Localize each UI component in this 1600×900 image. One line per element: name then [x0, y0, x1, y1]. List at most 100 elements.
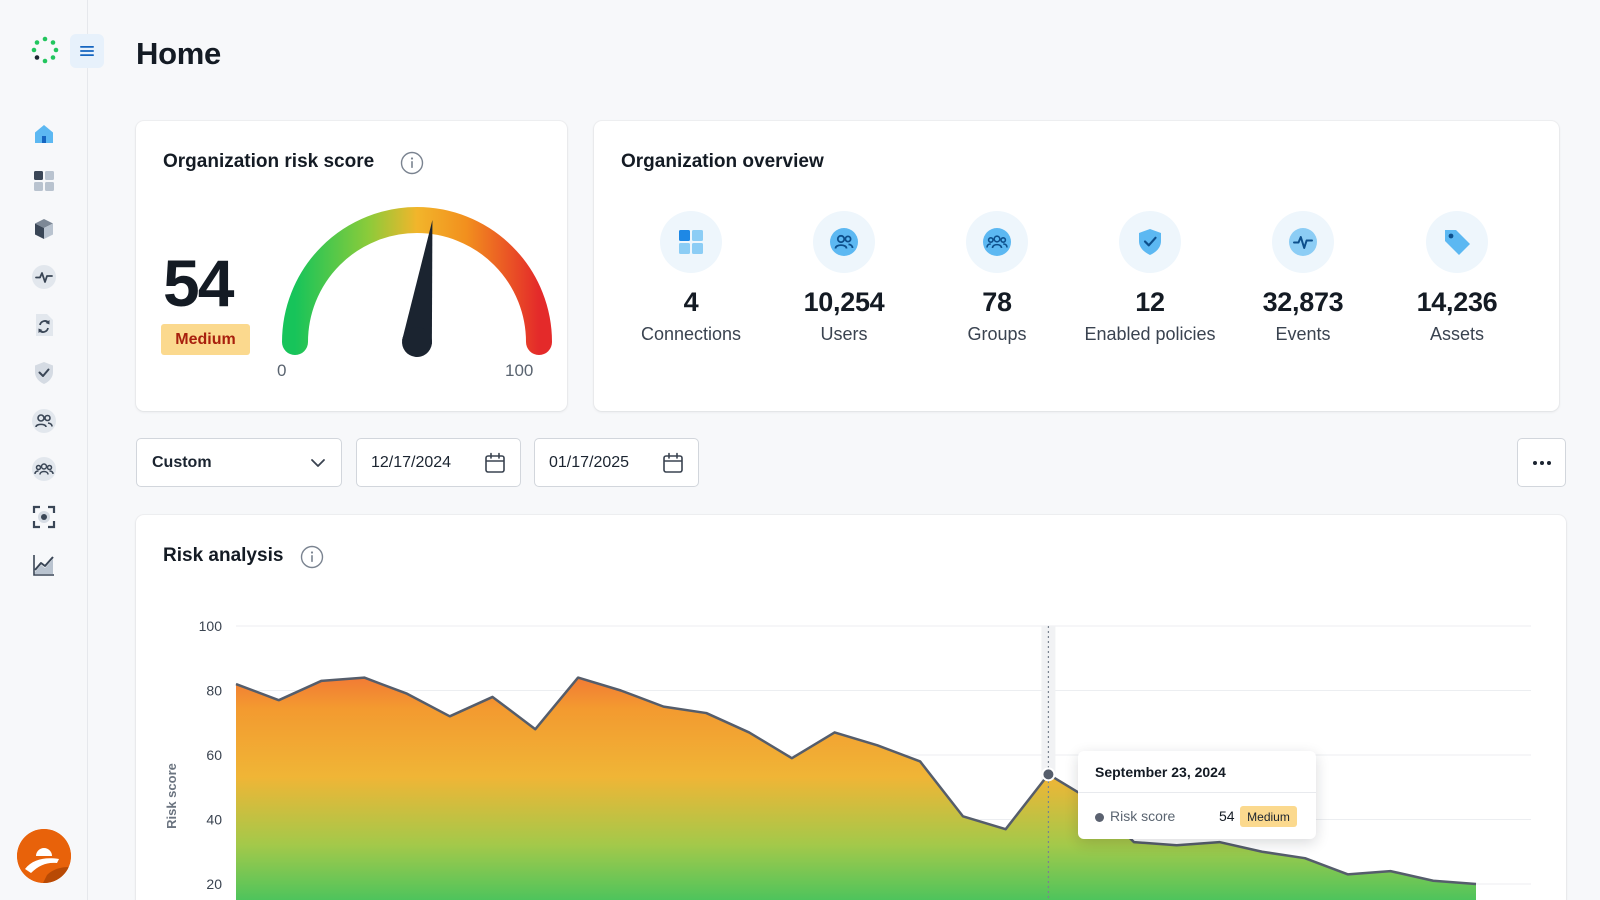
organization-overview-card: Organization overview 4 Connections 10,2…: [594, 121, 1559, 411]
data-point[interactable]: [656, 699, 672, 715]
chart-tooltip: September 23, 2024 Risk score 54 Medium: [1078, 751, 1316, 839]
sidebar-item-assets[interactable]: [28, 213, 60, 245]
data-point[interactable]: [912, 753, 928, 769]
data-point[interactable]: [698, 705, 714, 721]
legend-dot: [1095, 813, 1104, 822]
stat-value: 10,254: [803, 287, 885, 317]
data-point[interactable]: [314, 673, 330, 689]
data-point[interactable]: [784, 750, 800, 766]
tooltip-value: 54: [1219, 808, 1235, 824]
risk-score-card: Organization risk score 54 Medium 0 100: [136, 121, 567, 411]
tooltip-series-label: Risk score: [1110, 808, 1176, 824]
data-point[interactable]: [399, 686, 415, 702]
hamburger-icon: [80, 46, 94, 56]
scan-focus-icon: [32, 505, 56, 529]
cube-icon: [35, 219, 53, 239]
sidebar-item-dashboards[interactable]: [28, 165, 60, 197]
sidebar-item-reports[interactable]: [28, 549, 60, 581]
more-options-button[interactable]: [1517, 438, 1566, 487]
data-point[interactable]: [570, 670, 586, 686]
more-horizontal-icon: [1532, 460, 1551, 465]
sidebar-item-users[interactable]: [28, 405, 60, 437]
data-point[interactable]: [442, 708, 458, 724]
stat-value: 12: [1135, 287, 1165, 317]
stat-users[interactable]: 10,254 Users: [759, 211, 929, 345]
info-icon[interactable]: [300, 545, 324, 569]
sidebar-item-groups[interactable]: [28, 453, 60, 485]
y-tick-label: 20: [206, 876, 222, 892]
data-point[interactable]: [1340, 866, 1356, 882]
stat-label: Assets: [1429, 324, 1485, 344]
data-point[interactable]: [741, 724, 757, 740]
shield-check-icon: [35, 362, 53, 384]
calendar-icon[interactable]: [484, 452, 506, 474]
refresh-icon: [36, 314, 53, 336]
sidebar-item-sync[interactable]: [28, 309, 60, 341]
data-point[interactable]: [827, 724, 843, 740]
data-point[interactable]: [1254, 844, 1270, 860]
stat-connections[interactable]: 4 Connections: [606, 211, 776, 345]
highlighted-point[interactable]: [1041, 767, 1056, 782]
stat-enabled-policies[interactable]: 12 Enabled policies: [1065, 211, 1235, 345]
avatar[interactable]: [17, 829, 71, 883]
home-icon: [35, 125, 53, 143]
calendar-icon[interactable]: [662, 452, 684, 474]
stat-groups[interactable]: 78 Groups: [912, 211, 1082, 345]
overview-title: Organization overview: [621, 151, 824, 172]
sidebar-item-activity[interactable]: [28, 261, 60, 293]
grid-icon: [34, 171, 54, 191]
connections-grid-icon: [660, 211, 722, 273]
page-title: Home: [136, 36, 221, 71]
start-date-value: 12/17/2024: [371, 453, 452, 471]
group-icon: [32, 457, 56, 481]
end-date-field[interactable]: 01/17/2025: [534, 438, 699, 487]
data-point[interactable]: [955, 808, 971, 824]
users-icon: [813, 211, 875, 273]
gauge-arc: [282, 207, 552, 355]
tooltip-level-badge: Medium: [1240, 806, 1297, 827]
gauge-max-label: 100: [505, 361, 534, 380]
data-point[interactable]: [271, 692, 287, 708]
stat-assets[interactable]: 14,236 Assets: [1372, 211, 1542, 345]
groups-icon: [966, 211, 1028, 273]
data-point[interactable]: [869, 737, 885, 753]
stat-label: Users: [820, 324, 868, 344]
start-date-field[interactable]: 12/17/2024: [356, 438, 521, 487]
data-point[interactable]: [356, 670, 372, 686]
info-icon[interactable]: [400, 151, 424, 175]
sidebar-item-home[interactable]: [28, 118, 60, 150]
risk-score-title: Organization risk score: [163, 151, 375, 172]
menu-toggle-button[interactable]: [70, 34, 104, 68]
stat-label: Events: [1275, 324, 1331, 344]
date-range-select[interactable]: Custom: [136, 438, 342, 487]
stat-label: Enabled policies: [1084, 324, 1216, 344]
data-point[interactable]: [1468, 876, 1484, 892]
tooltip-date: September 23, 2024: [1095, 764, 1226, 780]
date-range-value: Custom: [152, 453, 212, 471]
stat-events[interactable]: 32,873 Events: [1218, 211, 1388, 345]
data-point[interactable]: [527, 721, 543, 737]
data-point[interactable]: [1382, 863, 1398, 879]
risk-series-line: [235, 676, 1477, 886]
sidebar-item-scan[interactable]: [28, 501, 60, 533]
data-point[interactable]: [1297, 850, 1313, 866]
risk-level-badge: Medium: [161, 324, 250, 355]
risk-area-fill: [236, 677, 1476, 900]
data-point[interactable]: [1169, 837, 1185, 853]
data-point[interactable]: [228, 676, 244, 692]
sidebar-item-policies[interactable]: [28, 357, 60, 389]
stat-label: Groups: [967, 324, 1027, 344]
chevron-down-icon: [311, 458, 325, 467]
y-tick-label: 60: [206, 747, 222, 763]
stat-label: Connections: [640, 324, 742, 344]
tooltip-divider: [1078, 792, 1316, 793]
data-point[interactable]: [485, 689, 501, 705]
data-point[interactable]: [998, 821, 1014, 837]
data-point[interactable]: [613, 683, 629, 699]
gauge-needle: [402, 219, 433, 357]
stat-value: 78: [982, 287, 1012, 317]
y-axis-label: Risk score: [164, 763, 179, 829]
risk-score-value: 54: [163, 246, 234, 320]
risk-gauge: [282, 207, 552, 357]
data-point[interactable]: [1425, 873, 1441, 889]
